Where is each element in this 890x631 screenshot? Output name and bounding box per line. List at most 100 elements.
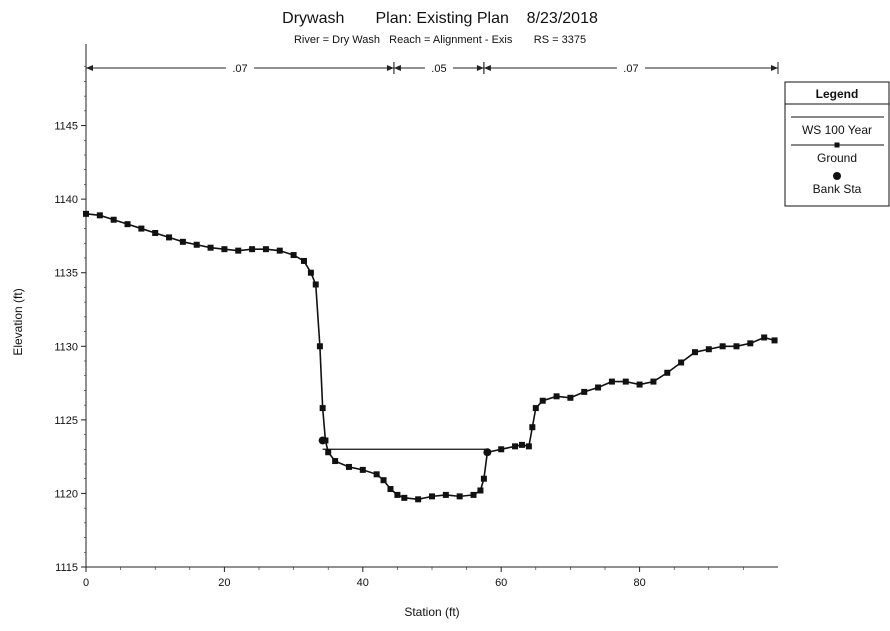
ground-point <box>319 405 326 412</box>
ground-point <box>235 247 242 254</box>
y-axis-label: Elevation (ft) <box>11 288 25 355</box>
ground-point <box>595 384 602 391</box>
ground-point <box>608 378 615 385</box>
chart-subtitle: River = Dry Wash Reach = Alignment - Exi… <box>294 34 586 46</box>
ground-point <box>262 246 269 253</box>
manning-n-label: .07 <box>232 63 247 75</box>
ground-point <box>290 252 297 259</box>
ground-point <box>567 394 574 401</box>
ground-point <box>539 397 546 404</box>
ground-point <box>480 475 487 482</box>
ground-point <box>300 257 307 264</box>
legend-bank-label: Bank Sta <box>813 182 862 196</box>
ground-point <box>498 446 505 453</box>
x-tick-label: 40 <box>357 577 369 589</box>
legend-ground-marker <box>834 142 840 148</box>
chart-title: Drywash Plan: Existing Plan 8/23/2018 <box>282 10 598 27</box>
ground-point <box>636 381 643 388</box>
ground-point <box>83 210 89 217</box>
ground-point <box>380 477 387 484</box>
ground-point <box>401 494 408 501</box>
ground-point <box>316 343 323 350</box>
ground-point <box>110 216 117 223</box>
ground-point <box>581 388 588 395</box>
manning-n-arrow-right <box>771 65 778 71</box>
manning-n-arrow-right <box>386 65 394 71</box>
ground-point <box>332 458 339 465</box>
ground-point <box>429 493 435 500</box>
y-tick-label: 1140 <box>54 194 78 206</box>
ground-point <box>415 496 422 503</box>
ground-point <box>166 234 173 241</box>
ground-point <box>387 486 394 493</box>
manning-n-label: .07 <box>623 63 638 75</box>
ground-point <box>747 340 754 347</box>
manning-n-label-bg <box>616 61 645 74</box>
ground-point <box>373 471 380 478</box>
legend-ws-label: WS 100 Year <box>802 123 872 137</box>
ground-point <box>179 238 186 245</box>
y-tick-label: 1115 <box>55 562 78 574</box>
manning-n-arrow-right <box>476 65 484 71</box>
ground-point <box>532 405 539 412</box>
ground-point <box>678 359 685 366</box>
ground-point <box>124 221 131 228</box>
ground-point <box>138 225 145 232</box>
y-tick-label: 1135 <box>54 268 78 280</box>
ground-point <box>525 443 532 450</box>
plot-area: 1115 1120 1125 1130 1135 1140 1145 0 20 40 60 80 .07… <box>54 44 779 589</box>
ground-point <box>761 334 768 341</box>
ground-point <box>518 441 525 448</box>
y-tick-label: 1145 <box>54 121 78 133</box>
manning-n-label: .05 <box>431 63 446 75</box>
ground-point <box>470 491 477 498</box>
ground-point <box>221 246 228 253</box>
ground-point <box>325 449 332 456</box>
y-tick-label: 1125 <box>54 415 78 427</box>
bank-station-point <box>483 448 492 457</box>
ground-point <box>650 378 657 385</box>
x-tick-label: 0 <box>83 577 89 589</box>
legend-box <box>784 81 890 207</box>
ground-point <box>622 378 629 385</box>
ground-point <box>442 491 449 498</box>
ground-point <box>276 247 283 254</box>
ground-point <box>733 343 740 350</box>
manning-n-arrow-left <box>483 65 491 71</box>
ground-point <box>307 269 314 276</box>
ground-point <box>152 229 159 236</box>
ground-point <box>691 349 698 356</box>
manning-n-arrow-left <box>86 65 93 71</box>
bank-station-point <box>318 436 327 445</box>
ground-point <box>312 281 319 288</box>
ground-point <box>512 443 519 450</box>
ground-point <box>771 337 778 344</box>
ground-point <box>477 487 484 494</box>
ground-point <box>529 424 536 431</box>
y-tick-label: 1130 <box>54 341 78 353</box>
legend-ground-label: Ground <box>817 151 857 165</box>
manning-n-arrow-left <box>393 65 401 71</box>
manning-n-label-bg <box>225 61 254 74</box>
legend-title: Legend <box>816 87 859 101</box>
manning-n-label-bg <box>424 61 453 74</box>
ground-line <box>85 213 775 501</box>
ground-point <box>719 343 726 350</box>
ground-point <box>456 493 463 500</box>
legend-bank-marker <box>833 172 841 180</box>
ground-point <box>394 491 401 498</box>
x-axis-label: Station (ft) <box>404 605 459 619</box>
ground-point <box>193 241 200 248</box>
ground-point <box>664 369 671 376</box>
ground-point <box>207 244 214 251</box>
ground-point <box>705 346 712 353</box>
ground-point <box>345 463 352 470</box>
y-tick-label: 1120 <box>54 488 78 500</box>
legend: Legend WS 100 Year Ground Bank Sta <box>784 81 890 207</box>
ground-point <box>96 212 103 219</box>
ground-point <box>359 466 366 473</box>
x-tick-label: 80 <box>633 577 645 589</box>
ground-point <box>553 393 560 400</box>
